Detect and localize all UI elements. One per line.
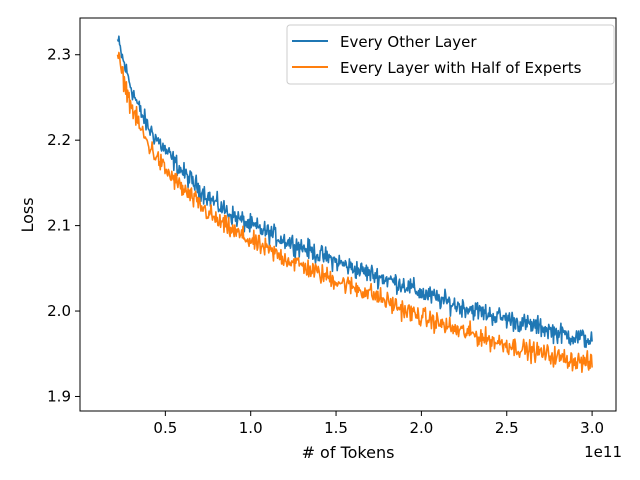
plot-lines — [116, 35, 593, 373]
x-tick-label: 2.5 — [495, 419, 519, 437]
y-tick-label: 2.0 — [47, 302, 71, 320]
legend: Every Other Layer Every Layer with Half … — [286, 24, 615, 85]
y-axis-label: Loss — [18, 197, 37, 232]
legend-label-every-layer-half-experts: Every Layer with Half of Experts — [340, 59, 582, 77]
x-tick-label: 2.0 — [409, 419, 433, 437]
series-line-0 — [116, 35, 593, 349]
x-tick-label: 1.0 — [239, 419, 263, 437]
plot-frame — [79, 17, 617, 412]
legend-box — [286, 24, 615, 85]
x-tick-label: 0.5 — [153, 419, 177, 437]
y-tick-label: 2.3 — [47, 46, 71, 64]
y-tick-label: 2.1 — [47, 217, 71, 235]
y-axis-ticks: 1.9 2.0 2.1 2.2 2.3 — [47, 46, 80, 405]
x-tick-label: 1.5 — [324, 419, 348, 437]
y-tick-label: 1.9 — [47, 387, 71, 405]
x-axis-label: # of Tokens — [302, 443, 395, 462]
x-axis-offset-label: 1e11 — [584, 443, 622, 461]
y-tick-label: 2.2 — [47, 131, 71, 149]
series-line-1 — [116, 51, 593, 373]
legend-label-every-other-layer: Every Other Layer — [340, 33, 477, 51]
x-tick-label: 3.0 — [580, 419, 604, 437]
x-axis-ticks: 0.5 1.0 1.5 2.0 2.5 3.0 — [153, 411, 604, 437]
